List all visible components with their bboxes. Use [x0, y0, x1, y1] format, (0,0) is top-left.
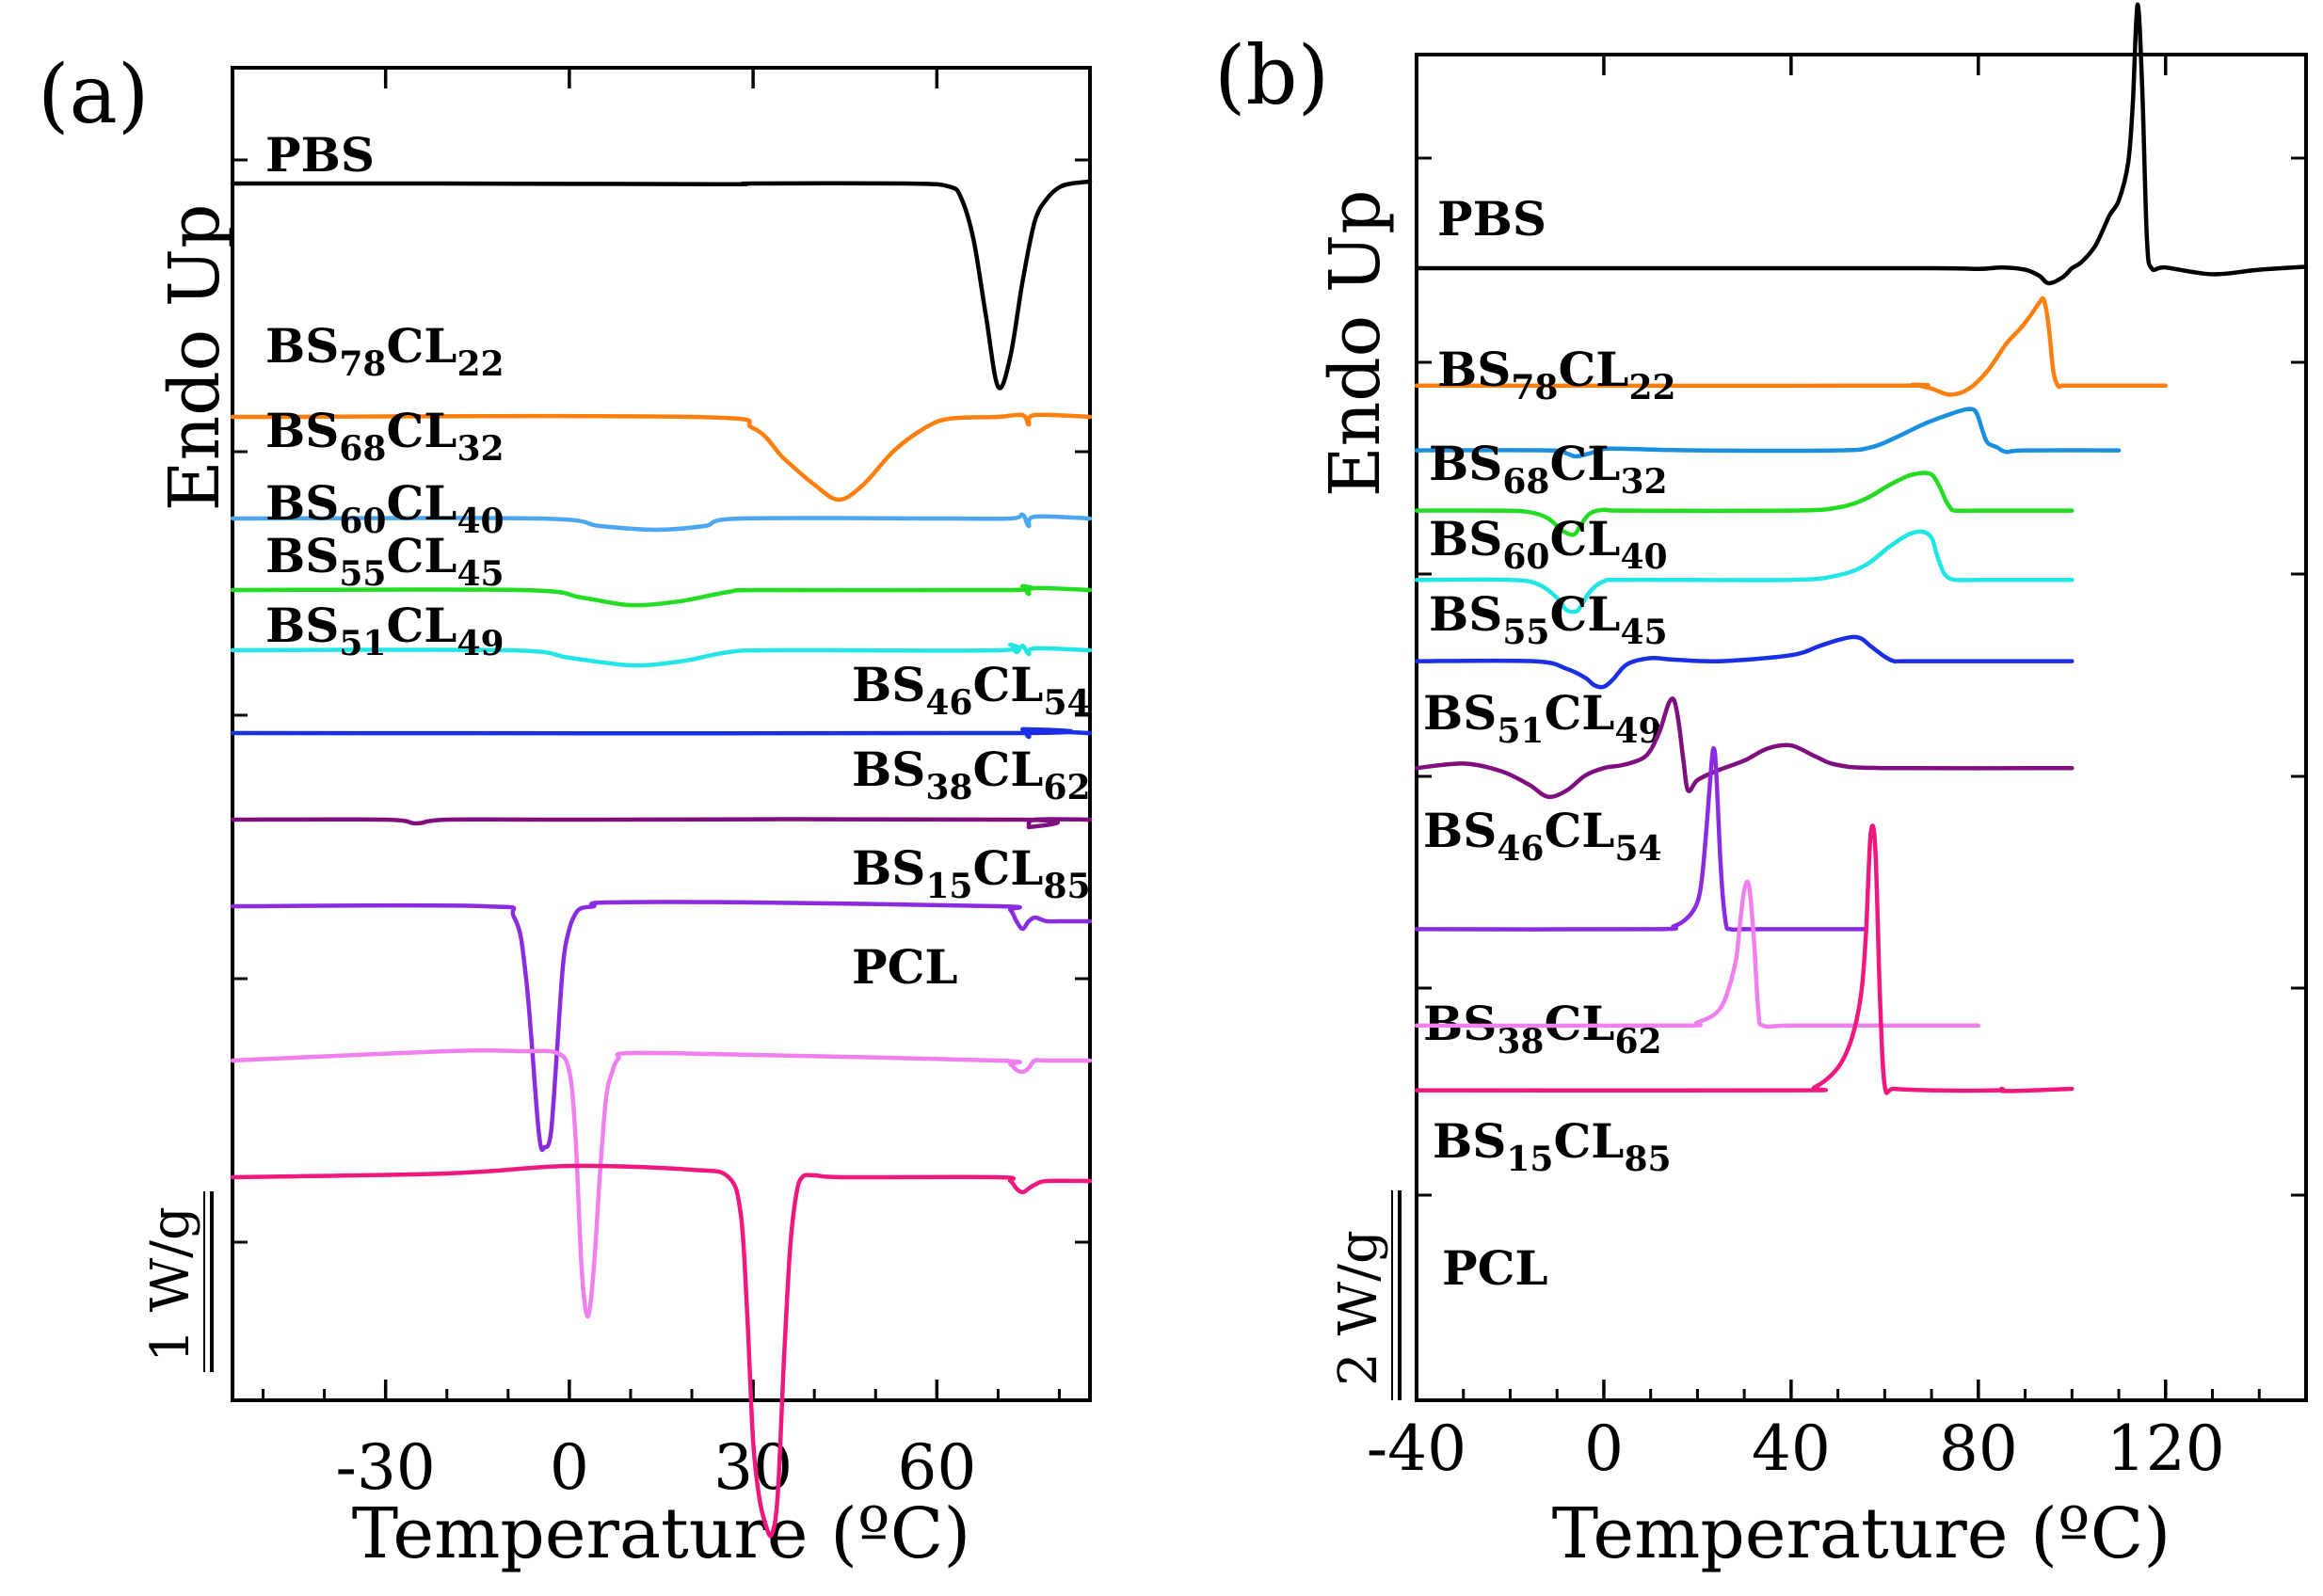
- series-label-bs60cl40: BS60CL40: [265, 475, 505, 541]
- series-line-bs46cl54: [230, 817, 1093, 830]
- series-label-bs55cl45: BS55CL45: [1429, 586, 1668, 652]
- x-tick-label: 60: [897, 1431, 976, 1504]
- panel-letter: (b): [1214, 29, 1329, 123]
- scale-bar-label: 2 W/g: [1328, 1230, 1389, 1386]
- series-line-bs51cl49: [1414, 634, 2075, 690]
- x-tick-label: -30: [336, 1431, 436, 1504]
- series-label-bs15cl85: BS15CL85: [1433, 1113, 1672, 1179]
- series-line-bs55cl45: [230, 642, 1093, 668]
- series-line-bs78cl22: [230, 412, 1093, 503]
- x-tick-label: 0: [550, 1431, 589, 1504]
- series-line-bs60cl40: [1414, 471, 2075, 537]
- series-line-bs15cl85: [1414, 879, 1981, 1029]
- series-line-bs46cl54: [1414, 696, 2075, 800]
- series-label-pcl: PCL: [1442, 1240, 1548, 1296]
- series-label-bs60cl40: BS60CL40: [1429, 511, 1668, 577]
- series-label-bs78cl22: BS78CL22: [1437, 342, 1676, 407]
- series-line-bs60cl40: [230, 583, 1093, 608]
- x-tick-label: -40: [1367, 1412, 1466, 1485]
- series-line-bs38cl62: [230, 900, 1093, 1153]
- scale-bar-label: 1 W/g: [140, 1206, 201, 1363]
- series-line-bs68cl32: [1414, 407, 2122, 459]
- series-line-pbs: [230, 179, 1093, 391]
- series-line-pcl: [230, 1163, 1093, 1539]
- x-tick-label: 40: [1752, 1412, 1831, 1485]
- series-label-bs78cl22: BS78CL22: [265, 318, 505, 384]
- series-label-bs46cl54: BS46CL54: [1423, 803, 1662, 869]
- series-label-bs38cl62: BS38CL62: [852, 742, 1091, 807]
- x-axis-title: Temperature (ºC): [1552, 1493, 2171, 1574]
- plot-frame: [1415, 53, 2308, 1402]
- series-label-pcl: PCL: [852, 939, 958, 995]
- series-line-pcl: [1414, 823, 2075, 1095]
- x-axis-title: Temperature (ºC): [352, 1493, 970, 1574]
- series-label-bs68cl32: BS68CL32: [1429, 436, 1668, 502]
- series-line-bs51cl49: [230, 726, 1093, 740]
- series-line-bs38cl62: [1414, 745, 1868, 933]
- series-label-bs38cl62: BS38CL62: [1423, 996, 1662, 1061]
- x-tick-label: 0: [1584, 1412, 1624, 1485]
- series-label-bs46cl54: BS46CL54: [852, 657, 1091, 723]
- panel-b: -40 0 40 80 120 (b) Temperature (ºC) Endo Up 2 W…: [1214, 2, 2309, 1574]
- series-label-pbs: PBS: [1437, 191, 1546, 247]
- series-label-pbs: PBS: [265, 127, 375, 183]
- series-label-bs15cl85: BS15CL85: [852, 840, 1091, 906]
- y-axis-title: Endo Up: [154, 204, 235, 512]
- series-line-bs68cl32: [230, 512, 1093, 533]
- series-line-pbs: [1414, 2, 2309, 286]
- y-axis-title: Endo Up: [1315, 190, 1396, 498]
- x-tick-label: 80: [1939, 1412, 2018, 1485]
- series-label-bs68cl32: BS68CL32: [265, 403, 505, 469]
- x-tick-label: 120: [2107, 1412, 2225, 1485]
- series-line-bs15cl85: [230, 1047, 1093, 1319]
- series-label-bs51cl49: BS51CL49: [265, 598, 505, 663]
- panel-letter: (a): [38, 48, 149, 142]
- series-line-bs78cl22: [1414, 295, 2169, 397]
- series-line-bs55cl45: [1414, 529, 2075, 614]
- series-label-bs55cl45: BS55CL45: [265, 528, 505, 594]
- panel-a: -30 0 30 60(a)Temperature (ºC)Endo Up1 W/gP…: [38, 48, 1093, 1574]
- series-label-bs51cl49: BS51CL49: [1423, 685, 1662, 751]
